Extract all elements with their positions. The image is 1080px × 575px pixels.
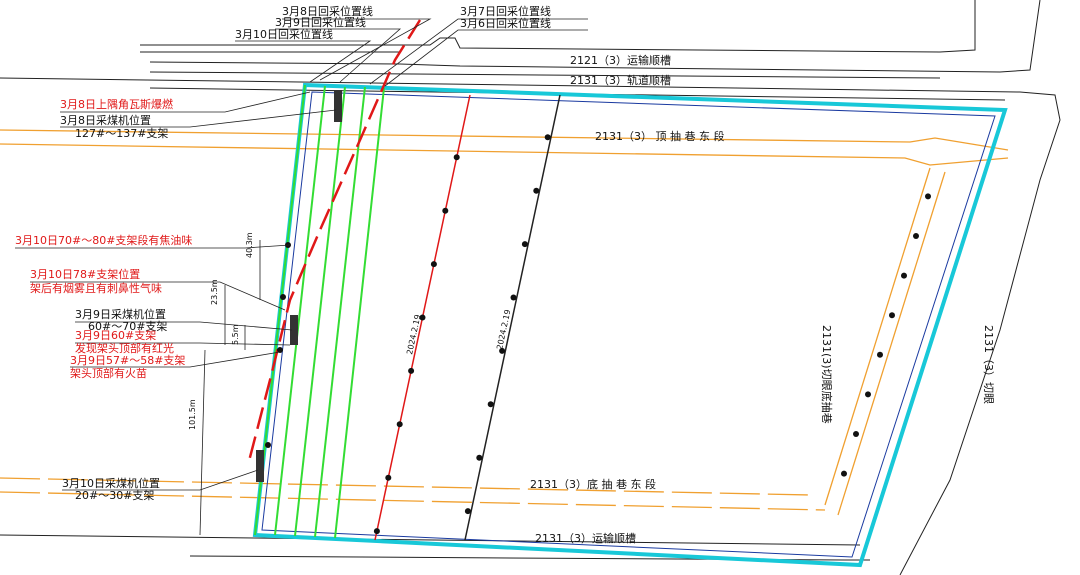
- annotation: 3月9日采煤机位置: [75, 307, 166, 321]
- dimension-label: 23.5m: [210, 279, 219, 305]
- face-inner: [261, 91, 996, 558]
- annotation: 3月9日57#～58#支架: [70, 354, 185, 367]
- leader: [62, 469, 259, 491]
- shearer-0308: [334, 90, 342, 122]
- survey-point: [373, 528, 380, 535]
- leader-lines: [15, 18, 588, 536]
- survey-point: [453, 154, 460, 161]
- annotation: 发现架头顶部有红光: [75, 341, 174, 355]
- survey-point: [385, 474, 392, 481]
- leader: [30, 281, 286, 311]
- retreat-line: [314, 86, 366, 538]
- retreat-position-lines: [254, 84, 385, 539]
- annotation: 127#～137#支架: [75, 127, 168, 140]
- leader: [235, 40, 372, 83]
- road-label: 2131(3)切眼底抽巷: [820, 325, 834, 424]
- road-edge: [0, 77, 1061, 575]
- label: 3月6日回采位置线: [460, 16, 551, 30]
- leader: [70, 351, 281, 368]
- survey-point: [877, 351, 883, 358]
- survey-point: [464, 508, 471, 515]
- annotation: 3月10日78#支架位置: [30, 267, 140, 281]
- drainage-edge: [0, 143, 1009, 166]
- survey-point: [841, 470, 847, 477]
- leader: [384, 29, 588, 87]
- drainage-edge: [0, 129, 1009, 151]
- label: 3月7日回采位置线: [460, 4, 551, 18]
- leader: [60, 109, 337, 128]
- annotation: 架头顶部有火苗: [70, 366, 147, 380]
- annotation: 20#～30#支架: [75, 489, 154, 502]
- shearer-0309: [290, 315, 298, 345]
- annotation: 3月8日采煤机位置: [60, 113, 151, 127]
- drainage-roads: [0, 129, 1009, 516]
- dimension-label: 101.5m: [188, 399, 197, 430]
- annotation: 3月8日上隅角瓦斯爆燃: [60, 97, 173, 111]
- survey-point: [265, 442, 271, 448]
- road-edge: [0, 534, 861, 546]
- retreat-line: [274, 85, 326, 536]
- leader: [275, 28, 402, 83]
- survey-point: [913, 233, 919, 239]
- retreat-line: [334, 87, 385, 539]
- road-label: 2131（3）切眼: [982, 325, 995, 404]
- survey-point: [533, 187, 540, 194]
- survey-point: [521, 241, 528, 248]
- annotation: 3月9日60#支架: [75, 329, 156, 342]
- retreat-line: [294, 86, 346, 537]
- annotation: 60#～70#支架: [88, 320, 167, 333]
- annotation: 3月10日采煤机位置: [62, 476, 160, 490]
- leader: [60, 91, 311, 113]
- road-edge: [149, 71, 941, 79]
- survey-point: [853, 431, 859, 437]
- survey-point: [544, 134, 551, 141]
- face-boundary: [252, 82, 1008, 568]
- black-borehole-line: [464, 94, 561, 541]
- survey-point: [889, 312, 895, 319]
- road-label: 2131（3）运输顺槽: [535, 531, 636, 545]
- drainage-edge: [824, 167, 931, 506]
- line-date: 2024.2.19: [405, 314, 422, 356]
- survey-points: [265, 134, 931, 535]
- survey-point: [280, 294, 286, 300]
- survey-point: [442, 207, 449, 214]
- survey-point: [499, 347, 506, 354]
- road-edge: [149, 0, 1041, 73]
- dimension-label: 40.3m: [245, 232, 254, 258]
- leader: [75, 342, 291, 346]
- survey-point: [476, 454, 483, 461]
- road-label: 2131（3） 顶 抽 巷 东 段: [595, 129, 724, 143]
- dimension-label: 5.5m: [231, 324, 240, 345]
- leader: [369, 18, 588, 85]
- survey-point: [396, 421, 403, 428]
- drainage-edge: [0, 491, 826, 511]
- road-label: 2121（3）运输顺槽: [570, 53, 671, 67]
- road-edge: [140, 0, 976, 53]
- label: 3月9日回采位置线: [275, 15, 366, 29]
- leader: [75, 321, 293, 331]
- leader: [15, 244, 291, 249]
- annotation: 3月10日70#～80#支架段有焦油味: [15, 233, 192, 247]
- survey-point: [419, 314, 426, 321]
- annotation: 架后有烟雾且有刺鼻性气味: [30, 281, 162, 295]
- survey-point: [901, 272, 907, 279]
- shearer-0310: [256, 450, 264, 482]
- survey-point: [925, 193, 931, 200]
- survey-point: [408, 367, 415, 374]
- label: 3月8日回采位置线: [282, 4, 373, 18]
- dimension: [199, 349, 206, 536]
- drainage-edge: [837, 171, 946, 516]
- survey-point: [487, 401, 494, 408]
- survey-point: [277, 347, 283, 353]
- fire-trace: [246, 19, 422, 466]
- road-label: 2131（3）轨道顺槽: [570, 73, 671, 87]
- label: 3月10日回采位置线: [235, 27, 333, 41]
- survey-point: [510, 294, 517, 301]
- survey-point: [865, 391, 871, 398]
- road-label: 2131（3）底 抽 巷 东 段: [530, 477, 656, 491]
- leader: [282, 18, 432, 81]
- survey-point: [430, 261, 437, 268]
- drainage-edge: [0, 477, 811, 496]
